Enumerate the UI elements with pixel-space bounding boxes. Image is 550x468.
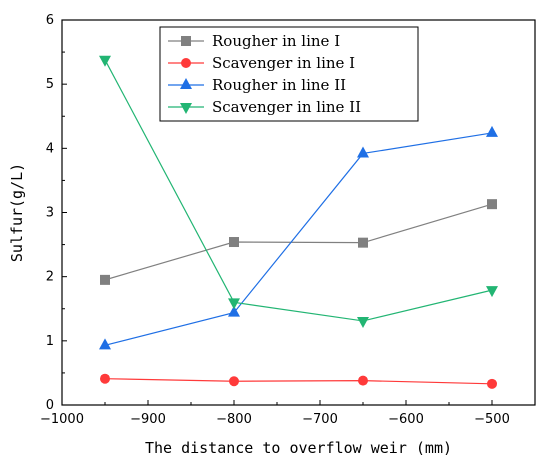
legend: Rougher in line I Scavenger in line I Roug… (159, 26, 419, 122)
data-point (100, 274, 110, 285)
x-tick-label: −800 (216, 412, 252, 427)
x-axis-ticks: −1000 −900 −800 −700 −600 −500 (40, 400, 510, 427)
legend-box (159, 26, 419, 122)
legend-label: Rougher in line I (212, 32, 340, 50)
data-point (229, 237, 239, 248)
x-tick-label: −700 (302, 412, 338, 427)
legend-marker (180, 103, 192, 114)
data-point (99, 338, 111, 350)
legend-entry: Scavenger in line I (168, 54, 355, 72)
legend-entry: Rougher in line I (168, 32, 340, 50)
series-line (104, 132, 493, 346)
y-tick-label: 3 (46, 206, 54, 221)
y-axis-ticks: 0 1 2 3 4 5 6 (46, 13, 67, 413)
data-point (229, 376, 239, 387)
series-line (104, 378, 493, 385)
series-layer (99, 55, 498, 389)
legend-entry: Rougher in line II (168, 76, 346, 94)
x-axis-label: The distance to overflow weir (mm) (145, 439, 452, 457)
data-point (486, 286, 498, 298)
data-point (487, 378, 497, 389)
data-point (358, 375, 368, 386)
legend-marker (180, 78, 192, 89)
x-tick-label: −1000 (40, 412, 84, 427)
series-2 (100, 373, 497, 389)
y-tick-label: 2 (46, 270, 54, 285)
legend-label: Scavenger in line II (212, 98, 361, 116)
data-point (357, 146, 369, 158)
legend-label: Scavenger in line I (212, 54, 355, 72)
x-tick-label: −900 (130, 412, 166, 427)
data-point (358, 237, 368, 248)
series-3 (99, 125, 498, 350)
series-4 (99, 55, 498, 328)
data-point (357, 316, 369, 328)
data-point (228, 298, 240, 310)
series-1 (100, 199, 497, 285)
legend-label: Rougher in line II (212, 76, 346, 94)
legend-marker (181, 36, 191, 46)
data-point (487, 199, 497, 210)
series-line (104, 203, 493, 281)
data-point (99, 55, 111, 67)
y-tick-label: 5 (46, 77, 54, 92)
y-tick-label: 6 (46, 13, 54, 28)
legend-marker (181, 58, 191, 68)
data-point (228, 305, 240, 317)
y-tick-label: 4 (46, 141, 54, 156)
x-tick-label: −500 (474, 412, 510, 427)
y-tick-label: 0 (46, 398, 54, 413)
data-point (100, 373, 110, 384)
data-point (486, 125, 498, 137)
y-axis-label: Sulfur(g/L) (8, 163, 26, 262)
x-tick-label: −600 (388, 412, 424, 427)
legend-entry: Scavenger in line II (168, 98, 361, 116)
y-tick-label: 1 (46, 334, 54, 349)
series-line (104, 59, 493, 322)
